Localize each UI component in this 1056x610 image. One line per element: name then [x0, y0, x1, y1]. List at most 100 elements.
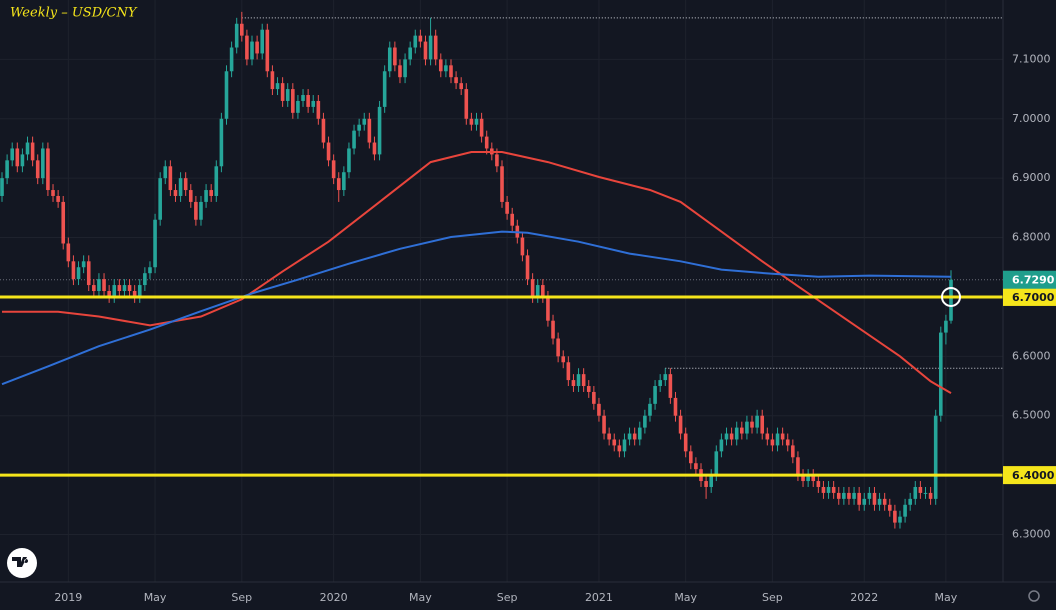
candle-body [928, 492, 933, 499]
candle-body [510, 213, 515, 226]
candle-body [306, 95, 310, 107]
candle-body [903, 504, 907, 517]
candle-body [311, 100, 316, 107]
plot-area [0, 11, 1003, 529]
candle-body [933, 415, 938, 499]
candle-body [229, 47, 234, 72]
candle-body [602, 415, 606, 434]
candle-body [158, 178, 162, 220]
candle-body [683, 433, 688, 452]
candle-body [571, 380, 576, 387]
candle-body [423, 41, 428, 60]
candle-body [617, 445, 622, 452]
candle-body [71, 261, 76, 280]
candle-body [648, 403, 652, 416]
candle-body [10, 148, 15, 161]
candle-body [734, 427, 739, 440]
candle-body [694, 463, 698, 470]
candle-body [382, 71, 387, 107]
candle-body [387, 47, 392, 72]
candle-body [367, 118, 372, 143]
candle-body [336, 178, 341, 191]
candle-body [321, 118, 326, 143]
candle-body [949, 279, 953, 321]
candle-body [811, 475, 816, 482]
candle-body [887, 504, 892, 511]
candle-body [137, 285, 142, 297]
candle-body [908, 498, 912, 505]
candle-body [653, 386, 657, 404]
candle-body [464, 89, 469, 119]
candle-body [25, 142, 30, 155]
candle-body [326, 142, 331, 161]
level-label: 6.7000 [1012, 291, 1055, 304]
candle-body [801, 475, 805, 482]
settings-gear[interactable] [1028, 590, 1040, 602]
candle-body [122, 285, 127, 291]
candle-body [173, 190, 178, 196]
candle-body [454, 77, 458, 84]
candle-body [66, 243, 71, 262]
candle-body [352, 130, 356, 149]
candle-body [0, 178, 4, 196]
candle-body [551, 320, 555, 339]
candle-body [893, 510, 897, 523]
candle-body [637, 427, 642, 440]
candle-body [347, 148, 351, 173]
candle-body [668, 374, 673, 398]
candle-body [132, 291, 137, 297]
candle-body [898, 516, 902, 523]
candle-body [291, 89, 295, 113]
candle-body [433, 35, 438, 60]
candle-body [342, 172, 346, 191]
candle-body [704, 481, 708, 487]
candle-body [280, 83, 285, 101]
candle-body [724, 433, 729, 440]
candle-body [153, 219, 157, 268]
candle-body [428, 35, 433, 60]
candle-body [495, 154, 499, 167]
candle-body [831, 486, 836, 493]
candle-body [444, 65, 448, 72]
candle-body [780, 433, 785, 440]
candle-body [245, 35, 249, 60]
y-tick-label: 6.8000 [1012, 231, 1051, 244]
candle-body [209, 190, 213, 196]
candle-body [750, 421, 754, 428]
candle-body [785, 439, 790, 446]
candle-body [913, 486, 918, 499]
candle-body [372, 142, 377, 155]
candle-body [877, 498, 882, 505]
y-tick-label: 7.0000 [1012, 112, 1051, 125]
candle-body [214, 166, 219, 196]
candle-body [775, 433, 780, 446]
y-tick-label: 7.1000 [1012, 52, 1051, 65]
candle-body [219, 118, 224, 167]
candle-body [709, 475, 713, 487]
level-label-box [1003, 466, 1056, 485]
candle-body [168, 166, 173, 191]
candle-body [918, 486, 923, 493]
logo-glyph [12, 557, 29, 567]
candle-body [663, 374, 668, 381]
x-tick-label: Sep [762, 591, 783, 604]
candle-body [474, 118, 479, 125]
candle-body [806, 475, 810, 482]
candle-body [714, 451, 719, 476]
candle-body [566, 362, 571, 381]
candle-body [188, 190, 193, 202]
candle-body [117, 285, 122, 291]
settings-icon[interactable] [1028, 590, 1040, 602]
candle-body [449, 65, 453, 78]
candle-body [438, 59, 443, 72]
candle-body [86, 261, 91, 286]
candle-body [92, 285, 96, 291]
candle-body [81, 261, 86, 268]
candle-body [41, 148, 45, 179]
candle-body [586, 386, 591, 392]
candle-body [377, 106, 382, 155]
candle-body [622, 439, 627, 452]
candle-body [163, 166, 168, 179]
